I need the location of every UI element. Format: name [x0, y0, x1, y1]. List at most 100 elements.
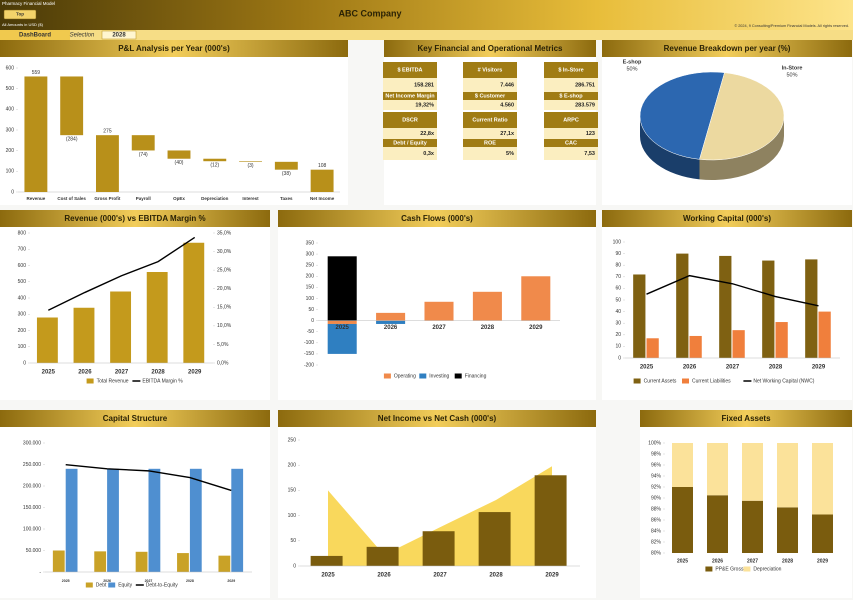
- kpi-value: 4.560: [500, 102, 514, 108]
- bar: [818, 311, 831, 358]
- y-tick-label: 94%: [651, 473, 662, 479]
- legend-label: Debt-to-Equity: [146, 582, 178, 588]
- pie-label: In-Store: [782, 65, 803, 71]
- x-tick-label: Interest: [242, 196, 259, 201]
- y2-tick-label: 15,0%: [217, 305, 232, 311]
- y2-tick-label: 30,0%: [217, 249, 232, 255]
- pie-side: [640, 116, 700, 180]
- y-tick-label: 20: [615, 332, 621, 338]
- bar: [521, 276, 551, 321]
- top-button-label[interactable]: Top: [16, 12, 24, 17]
- x-tick-label: 2027: [747, 558, 758, 564]
- y2-tick-label: 35,0%: [217, 230, 232, 236]
- bar: [366, 546, 399, 566]
- kpi-value: 5%: [506, 151, 514, 157]
- x-tick-label: Revenue: [27, 196, 46, 201]
- pie-value-label: 50%: [626, 66, 637, 72]
- y2-tick-label: 10,0%: [217, 323, 232, 329]
- bar: [742, 500, 763, 553]
- legend-label: Investing: [429, 373, 449, 379]
- x-tick-label: 2028: [151, 370, 165, 376]
- bar: [775, 322, 788, 358]
- x-tick-label: 2029: [812, 365, 826, 371]
- chart-title: Cash Flows (000's): [401, 214, 473, 223]
- kpi-value-cell: [463, 100, 517, 110]
- bar: [167, 150, 191, 159]
- bar: [95, 135, 119, 192]
- y-tick-label: 250: [288, 437, 297, 443]
- data-label: 108: [318, 163, 327, 169]
- x-tick-label: 2025: [640, 365, 654, 371]
- y-tick-label: 98%: [651, 451, 662, 457]
- pie-value-label: 50%: [786, 72, 797, 78]
- bar: [189, 468, 202, 572]
- y-tick-label: 0: [293, 563, 296, 569]
- x-tick-label: Cost of Sales: [57, 196, 86, 201]
- y-tick-label: 88%: [651, 506, 662, 512]
- kpi-label: ARPC: [563, 117, 579, 123]
- legend-swatch: [383, 373, 391, 379]
- kpi-label: DSCR: [402, 117, 418, 123]
- x-tick-label: 2025: [321, 573, 335, 579]
- bar: [376, 312, 406, 321]
- panel: [0, 40, 348, 205]
- header-bar: [0, 0, 853, 30]
- x-tick-label: 2026: [683, 365, 697, 371]
- pie-label: E-shop: [623, 59, 642, 65]
- x-tick-label: 2026: [103, 579, 111, 583]
- x-tick-label: 2027: [145, 579, 153, 583]
- chart-title: Capital Structure: [103, 414, 168, 423]
- top-button[interactable]: [3, 9, 37, 20]
- y-tick-label: 400: [18, 295, 27, 301]
- y-tick-label: 300: [6, 127, 15, 133]
- kpi-label: Current Ratio: [472, 117, 508, 123]
- panel-title-bar: [602, 40, 852, 57]
- nav-tab[interactable]: [0, 30, 70, 40]
- nav-tab-label[interactable]: DashBoard: [19, 33, 51, 39]
- y-tick-label: 100%: [648, 440, 661, 446]
- bar: [742, 443, 763, 501]
- kpi-value: 19,32%: [415, 102, 434, 108]
- bar: [36, 317, 58, 363]
- legend-label: PP&E Gross: [715, 566, 744, 572]
- x-tick-label: 2028: [489, 573, 503, 579]
- selection-value[interactable]: 2028: [112, 33, 126, 39]
- nav-bar: [0, 30, 853, 40]
- y-tick-label: 400: [6, 107, 15, 113]
- kpi-value-cell: [544, 100, 598, 110]
- pie-slice: [639, 71, 725, 160]
- kpi-label-cell: [544, 62, 598, 78]
- kpi-value: 283.579: [575, 102, 595, 108]
- kpi-label-cell: [463, 62, 517, 78]
- bar: [672, 487, 693, 553]
- pie-side: [699, 116, 784, 180]
- x-tick-label: 2027: [432, 325, 446, 331]
- kpi-label-cell: [383, 139, 437, 147]
- x-tick-label: 2029: [188, 370, 202, 376]
- bar: [327, 323, 357, 354]
- y-tick-label: -150: [304, 351, 314, 357]
- y-tick-label: 60: [615, 286, 621, 292]
- y-tick-label: 200: [288, 463, 297, 469]
- bar: [310, 555, 343, 566]
- data-label: (38): [282, 171, 291, 177]
- y-tick-label: 800: [18, 230, 27, 236]
- x-tick-label: 2026: [712, 558, 723, 564]
- bar: [472, 291, 502, 321]
- kpi-label-cell: [383, 112, 437, 128]
- legend-swatch: [454, 373, 462, 379]
- x-tick-label: 2027: [115, 370, 129, 376]
- kpi-value-cell: [383, 147, 437, 160]
- selection-box[interactable]: [101, 30, 137, 40]
- kpi-label: # Visitors: [478, 67, 503, 73]
- x-tick-label: Depreciation: [201, 196, 229, 201]
- bar: [719, 255, 732, 358]
- chart-title: Working Capital (000's): [683, 214, 771, 223]
- bar: [183, 242, 205, 363]
- x-tick-label: Net Income: [310, 196, 335, 201]
- y-tick-label: 100: [613, 239, 622, 245]
- y-tick-label: 0: [23, 360, 26, 366]
- legend-swatch: [633, 378, 641, 384]
- panel-title-bar: [0, 410, 270, 427]
- bar: [146, 272, 168, 363]
